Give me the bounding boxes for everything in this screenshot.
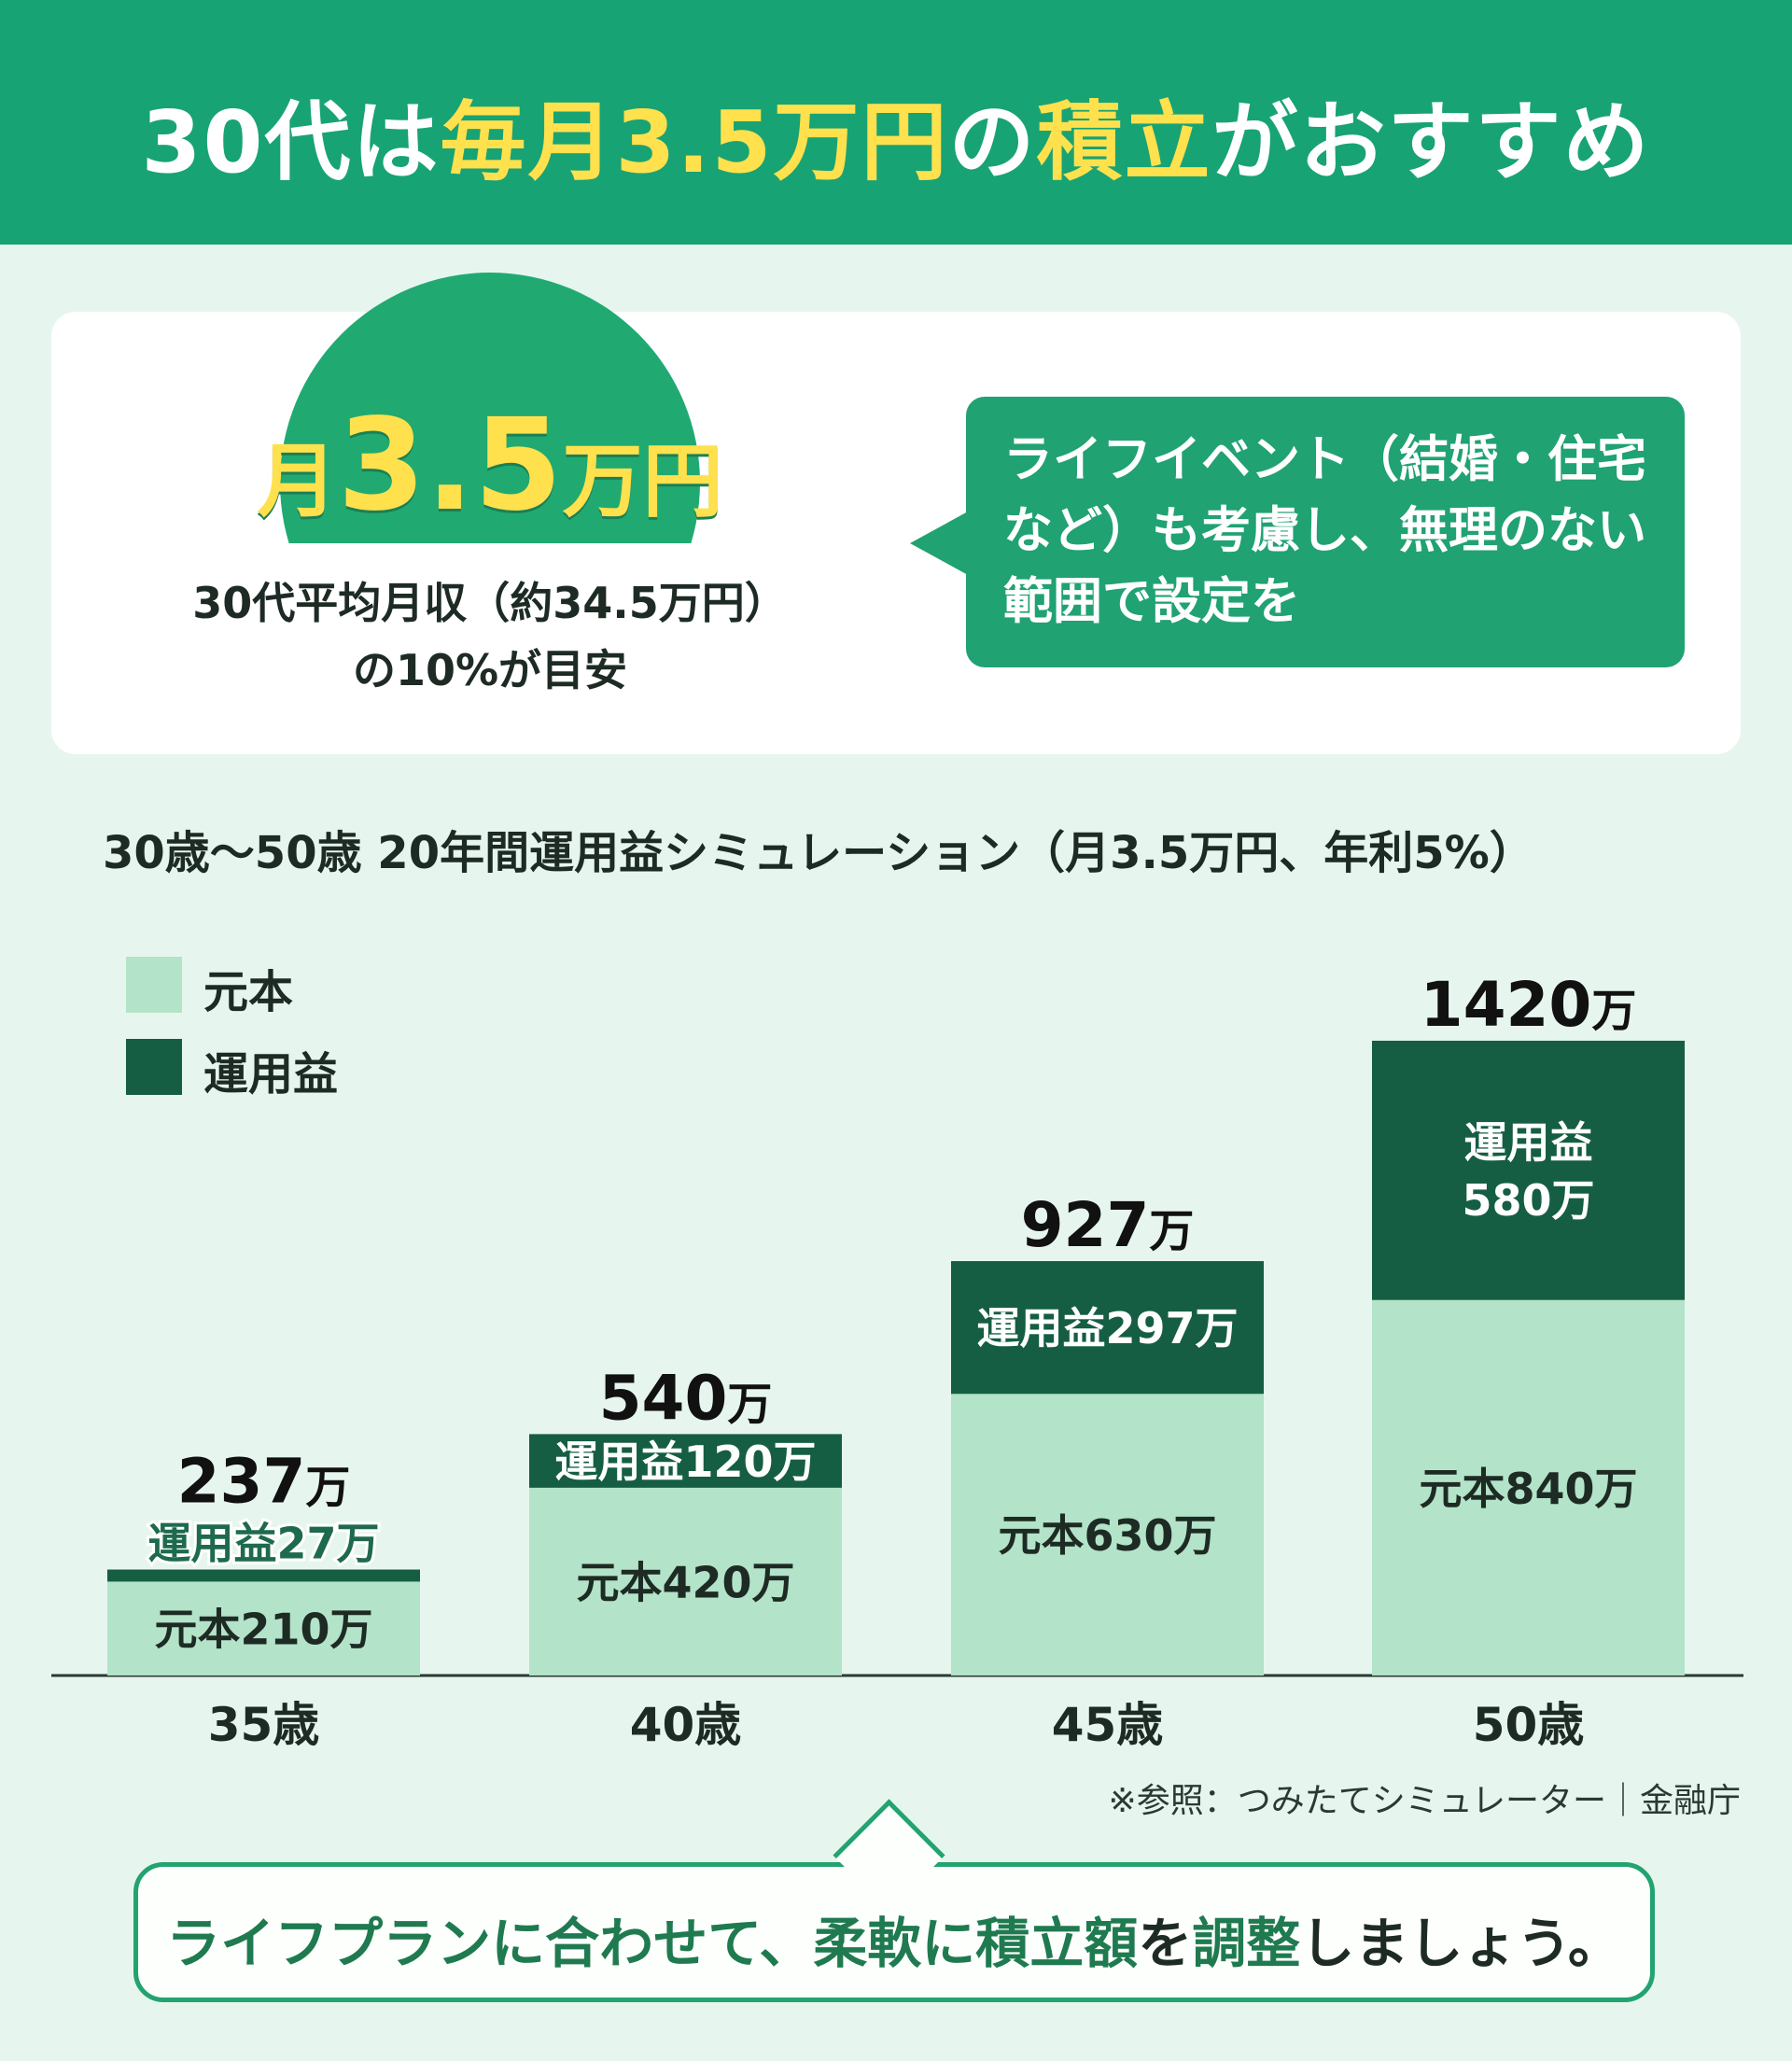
bar-gain-3 (951, 1261, 1264, 1395)
title-part-1: 30代は (141, 92, 441, 192)
gain-label-4: 運用益 580万 (1462, 1117, 1594, 1226)
chart-title: 30歳〜50歳 20年間運用益シミュレーション（月3.5万円、年利5%） (103, 827, 1534, 879)
bar-principal-1 (107, 1581, 420, 1675)
principal-label-1: 元本210万 (154, 1605, 372, 1655)
header-banner (0, 0, 1792, 245)
source-note: ※参照：つみたてシミュレーター｜金融庁 (1108, 1782, 1741, 1820)
footer-part-1: ライフプランに合わせて、柔軟に (166, 1912, 976, 1975)
speech-bubble-text: ライフイベント（結婚・住宅 など）も考慮し、無理のない 範囲で設定を (1003, 425, 1675, 638)
footer-message: ライフプランに合わせて、柔軟に積立額を調整しましょう。 (133, 1900, 1655, 1978)
total-label-2: 540万 (599, 1362, 773, 1434)
bar-gain-2 (529, 1434, 842, 1488)
x-tick-label-4: 50歳 (1473, 1698, 1585, 1752)
page-title: 30代は毎月3.5万円の積立がおすすめ (0, 73, 1792, 197)
title-part-5: がおすすめ (1211, 92, 1651, 192)
amount-number: 3.5 (337, 392, 563, 540)
speech-bubble (966, 397, 1685, 667)
x-tick-label-3: 45歳 (1052, 1698, 1164, 1752)
title-part-3: の (948, 92, 1037, 192)
total-label-3: 927万 (1021, 1189, 1195, 1261)
title-highlight-saving: 積立 (1036, 92, 1212, 192)
gain-label-3: 運用益297万 (976, 1303, 1238, 1353)
bar-principal-3 (951, 1394, 1264, 1675)
footer-part-5: しましょう。 (1300, 1912, 1622, 1975)
bubble-tail (910, 512, 968, 575)
footer-part-4: 調整 (1192, 1912, 1301, 1975)
total-label-1: 237万 (177, 1446, 351, 1518)
principal-label-2: 元本420万 (576, 1557, 794, 1607)
total-label-4: 1420万 (1421, 969, 1637, 1041)
principal-label-4: 元本840万 (1419, 1464, 1637, 1514)
bar-principal-2 (529, 1487, 842, 1675)
legend-swatch-principal (126, 957, 182, 1013)
gain-label-1: 運用益27万 (147, 1519, 379, 1569)
bar-gain-4 (1372, 1040, 1685, 1300)
legend-swatch-gain (126, 1039, 182, 1095)
legend-label-gain: 運用益 (203, 1048, 339, 1101)
bar-principal-4 (1372, 1299, 1685, 1675)
monthly-amount: 月3.5万円 (224, 392, 756, 540)
income-note-line-2: の10%が目安 (352, 645, 628, 695)
amount-suffix: 万円 (562, 435, 723, 528)
title-highlight-amount: 毎月3.5万円 (440, 92, 949, 192)
x-tick-label-2: 40歳 (630, 1698, 742, 1752)
income-note: 30代平均月収（約34.5万円） の10%が目安 (112, 569, 868, 704)
bubble-line-3: 範囲で設定を (1003, 573, 1300, 630)
gain-label-2: 運用益120万 (554, 1437, 816, 1487)
bar-gain-1 (107, 1569, 420, 1582)
footer-part-3: を (1138, 1912, 1193, 1975)
legend-label-principal: 元本 (203, 966, 294, 1018)
x-tick-label-1: 35歳 (208, 1698, 320, 1752)
footer-part-2: 積立額 (975, 1912, 1139, 1975)
principal-label-3: 元本630万 (998, 1510, 1216, 1561)
income-note-line-1: 30代平均月収（約34.5万円） (192, 578, 788, 628)
dome-cover (261, 543, 728, 749)
bubble-line-1: ライフイベント（結婚・住宅 (1003, 431, 1646, 488)
amount-prefix: 月 (257, 435, 338, 528)
bubble-line-2: など）も考慮し、無理のない (1003, 502, 1646, 559)
